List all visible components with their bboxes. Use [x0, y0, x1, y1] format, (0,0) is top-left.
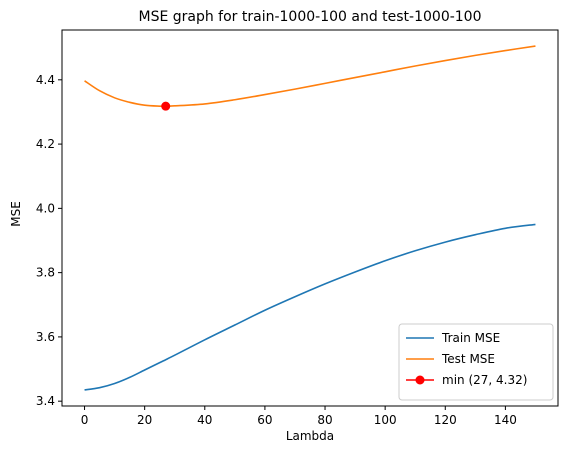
x-tick-label: 60	[257, 413, 272, 427]
y-tick-label: 4.2	[36, 137, 55, 151]
legend-label: Test MSE	[441, 352, 495, 366]
y-axis-label: MSE	[9, 201, 23, 227]
y-axis: 3.4 3.6 3.8 4.0 4.2 4.4	[36, 73, 62, 408]
marker-layer	[161, 101, 171, 111]
x-tick-label: 40	[197, 413, 212, 427]
x-tick-label: 0	[81, 413, 89, 427]
legend: Train MSE Test MSE min (27, 4.32)	[398, 323, 554, 401]
x-tick-label: 20	[137, 413, 152, 427]
chart-title: MSE graph for train-1000-100 and test-10…	[138, 9, 481, 25]
x-tick-label: 120	[434, 413, 457, 427]
x-axis-label: Lambda	[286, 429, 334, 443]
x-axis: 0 20 40 60 80 100 120 140	[81, 406, 517, 427]
y-tick-label: 3.8	[36, 266, 55, 280]
min-point-marker	[161, 101, 171, 111]
x-tick-label: 100	[374, 413, 397, 427]
train-mse-line	[84, 223, 536, 391]
test-mse-line	[84, 45, 536, 108]
legend-label: min (27, 4.32)	[442, 373, 527, 387]
legend-marker-min-27-4-32	[415, 375, 425, 385]
legend-box	[398, 323, 554, 401]
plot-frame	[61, 29, 559, 407]
x-tick-label: 80	[317, 413, 332, 427]
series-layer	[84, 45, 536, 391]
y-tick-label: 4.4	[36, 73, 55, 87]
y-tick-label: 3.4	[36, 394, 55, 408]
y-tick-label: 3.6	[36, 330, 55, 344]
x-tick-label: 140	[494, 413, 517, 427]
y-tick-label: 4.0	[36, 201, 55, 215]
legend-label: Train MSE	[441, 331, 500, 345]
